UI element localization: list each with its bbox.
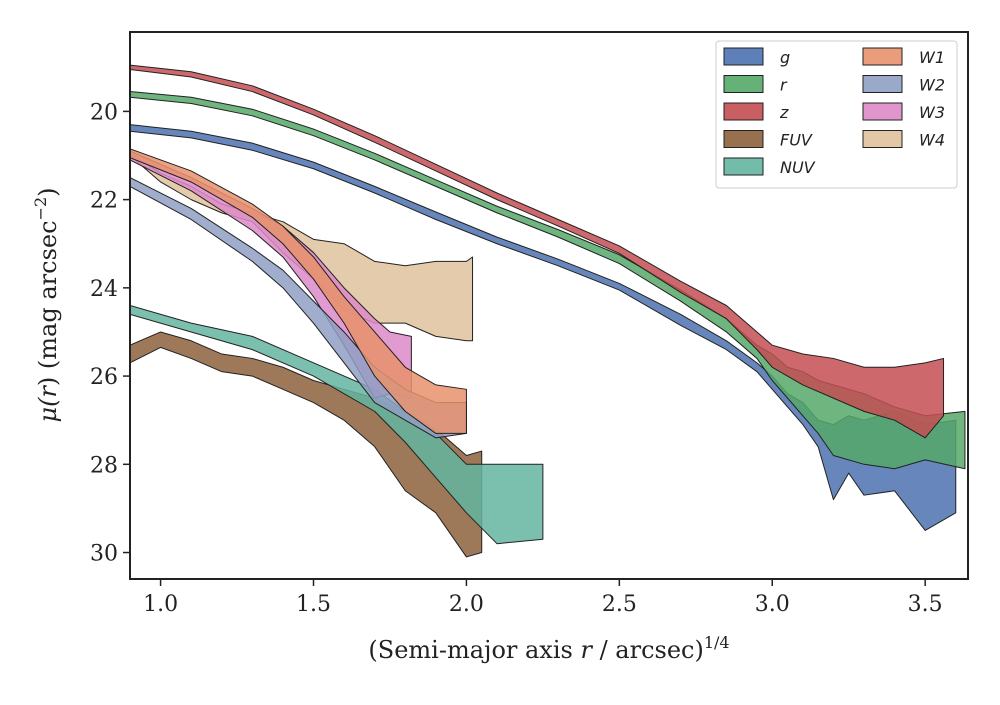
x-tick-label: 2.0	[449, 592, 484, 617]
legend-swatch-r	[723, 75, 764, 93]
x-axis-title: (Semi-major axis r / arcsec)1/4	[368, 633, 729, 664]
legend-label-nuv: NUV	[780, 158, 816, 177]
legend-label-g: g	[780, 48, 790, 67]
legend-swatch-w2	[862, 75, 903, 93]
series-band-w1	[130, 148, 467, 434]
legend-label-r: r	[780, 76, 788, 95]
legend-swatch-w1	[862, 47, 903, 66]
plot-frame	[129, 31, 969, 580]
x-tick-label: 1.5	[296, 592, 331, 617]
x-tick-label: 3.0	[755, 592, 790, 617]
x-tick-label: 3.5	[908, 592, 943, 617]
y-axis-title: μ(r) (mag arcsec−2)	[31, 187, 62, 422]
series-band-nuv	[130, 305, 544, 545]
x-tick-label: 2.5	[602, 592, 637, 617]
legend-label-w3: W3	[919, 103, 945, 122]
legend-label-w1: W1	[919, 48, 945, 67]
y-tick-label: 24	[90, 277, 118, 302]
y-tick-label: 30	[90, 542, 118, 567]
series-band-z	[130, 64, 945, 439]
x-axis: 1.0 1.5 2.0 2.5 3.0 3.5	[143, 579, 943, 617]
series-layer	[130, 64, 966, 558]
x-tick-label: 1.0	[143, 592, 178, 617]
legend-swatch-w4	[862, 130, 903, 148]
legend-label-w4: W4	[919, 131, 945, 150]
legend-label-w2: W2	[919, 76, 945, 95]
y-tick-label: 20	[90, 100, 118, 125]
y-tick-label: 26	[90, 365, 118, 390]
legend-swatch-z	[723, 102, 764, 121]
legend-label-z: z	[779, 103, 789, 122]
y-axis: 20 22 24 26 28 30	[90, 100, 130, 567]
series-band-g	[130, 124, 957, 531]
legend-swatch-w3	[862, 102, 903, 121]
legend-swatch-nuv	[723, 157, 764, 176]
y-tick-label: 28	[90, 453, 118, 478]
series-band-r	[130, 91, 966, 470]
legend-swatch-fuv	[723, 130, 764, 148]
y-tick-label: 22	[90, 189, 118, 214]
legend-swatch-g	[723, 47, 764, 66]
legend-label-fuv: FUV	[780, 131, 813, 150]
legend: grz FUV NUV W1 W2 W3 W4	[715, 40, 958, 189]
